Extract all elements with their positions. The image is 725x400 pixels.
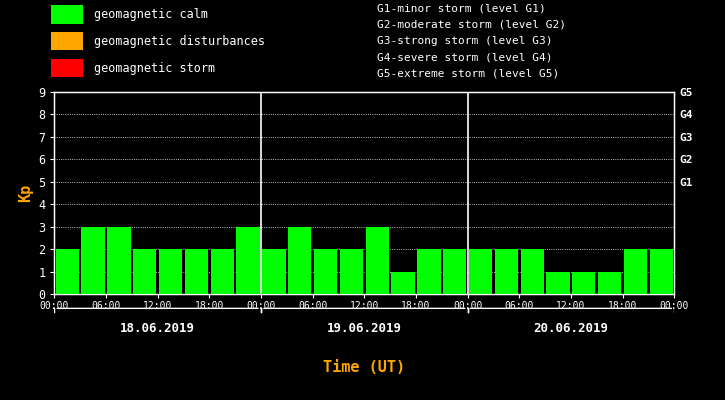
Text: 19.06.2019: 19.06.2019 [327,322,402,335]
Bar [211,249,234,294]
Bar [133,249,157,294]
Bar [51,59,83,77]
Text: G5-extreme storm (level G5): G5-extreme storm (level G5) [377,69,559,79]
Bar [51,32,83,50]
Bar [443,249,466,294]
Text: 20.06.2019: 20.06.2019 [534,322,608,335]
Bar [340,249,363,294]
Bar [81,227,104,294]
Bar [236,227,260,294]
Bar [521,249,544,294]
Text: G2-moderate storm (level G2): G2-moderate storm (level G2) [377,20,566,30]
Bar [107,227,130,294]
Bar [469,249,492,294]
Y-axis label: Kp: Kp [17,184,33,202]
Text: G3-strong storm (level G3): G3-strong storm (level G3) [377,36,552,46]
Bar [572,272,595,294]
Bar [288,227,311,294]
Text: 18.06.2019: 18.06.2019 [120,322,195,335]
Bar [418,249,441,294]
Text: geomagnetic storm: geomagnetic storm [94,62,215,74]
Bar [650,249,673,294]
Bar [51,5,83,24]
Text: G4-severe storm (level G4): G4-severe storm (level G4) [377,52,552,62]
Bar [262,249,286,294]
Bar [494,249,518,294]
Bar [185,249,208,294]
Bar [392,272,415,294]
Bar [624,249,647,294]
Text: Time (UT): Time (UT) [323,360,405,375]
Bar [598,272,621,294]
Text: geomagnetic calm: geomagnetic calm [94,8,208,21]
Text: G1-minor storm (level G1): G1-minor storm (level G1) [377,3,546,13]
Bar [159,249,182,294]
Bar [314,249,337,294]
Bar [547,272,570,294]
Text: geomagnetic disturbances: geomagnetic disturbances [94,35,265,48]
Bar [365,227,389,294]
Bar [56,249,79,294]
